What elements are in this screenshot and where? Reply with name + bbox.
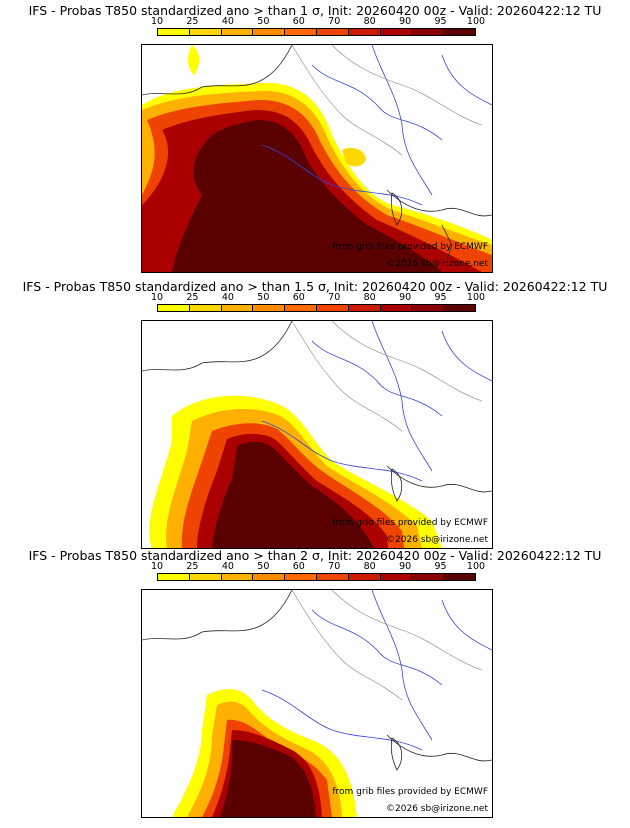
colorbar-swatch	[158, 574, 190, 580]
colorbar-tick-label: 40	[221, 16, 234, 27]
colorbar-swatch	[253, 574, 286, 580]
colorbar-tick-label: 95	[434, 292, 447, 303]
copyright-credit: ©2026 sb@irizone.net	[386, 804, 488, 814]
panel-title: IFS - Probas T850 standardized ano > tha…	[28, 548, 602, 563]
colorbar-tick-label: 70	[328, 561, 341, 572]
colorbar-swatch	[253, 29, 286, 35]
colorbar-tick-label: 80	[363, 561, 376, 572]
colorbar-swatch	[380, 305, 413, 311]
colorbar-tick-label: 10	[150, 561, 164, 572]
colorbar-tick-label: 10	[150, 16, 164, 27]
map-graphic	[142, 321, 492, 548]
colorbar-tick-label: 100	[466, 16, 486, 27]
colorbar-tick-label: 40	[221, 561, 234, 572]
colorbar-swatch	[316, 574, 349, 580]
colorbar-tick-label: 60	[292, 16, 305, 27]
colorbar-tick-label: 25	[186, 561, 199, 572]
colorbar-swatch	[221, 574, 254, 580]
colorbar-tick-label: 60	[292, 561, 305, 572]
panel-1: IFS - Probas T850 standardized ano > tha…	[0, 3, 630, 273]
colorbar-tick-label: 25	[186, 292, 199, 303]
panel-2: IFS - Probas T850 standardized ano > tha…	[0, 279, 630, 549]
colorbar-swatch	[412, 305, 445, 311]
copyright-credit: ©2026 sb@irizone.net	[386, 259, 488, 269]
colorbar-swatch	[348, 305, 381, 311]
colorbar-swatch	[189, 305, 222, 311]
colorbar-tick-label: 50	[257, 292, 270, 303]
map-graphic	[142, 45, 492, 272]
colorbar-tick-label: 40	[221, 292, 234, 303]
colorbar-tick-label: 100	[466, 292, 486, 303]
colorbar-tick-label: 70	[328, 292, 341, 303]
colorbar-swatch	[444, 574, 475, 580]
panel-title: IFS - Probas T850 standardized ano > tha…	[28, 3, 602, 18]
colorbar-swatch	[316, 29, 349, 35]
colorbar-tick-label: 70	[328, 16, 341, 27]
colorbar-swatch	[285, 29, 317, 35]
colorbar-tick-label: 80	[363, 292, 376, 303]
colorbar-tick-label: 90	[399, 16, 412, 27]
colorbar-swatch	[158, 29, 190, 35]
colorbar-swatch	[412, 29, 445, 35]
colorbar-swatch	[221, 29, 254, 35]
map-graphic	[142, 590, 492, 817]
colorbar-tick-label: 90	[399, 561, 412, 572]
probability-map: from grib files provided by ECMWF ©2026 …	[141, 44, 493, 273]
colorbar-swatch	[221, 305, 254, 311]
data-source-credit: from grib files provided by ECMWF	[332, 787, 488, 797]
colorbar-swatch	[444, 29, 475, 35]
colorbar-swatch	[316, 305, 349, 311]
probability-map: from grib files provided by ECMWF ©2026 …	[141, 320, 493, 549]
colorbar-tick-label: 100	[466, 561, 486, 572]
colorbar-swatch	[444, 305, 475, 311]
colorbar-tick-label: 95	[434, 561, 447, 572]
colorbar-tick-label: 60	[292, 292, 305, 303]
panel-3: IFS - Probas T850 standardized ano > tha…	[0, 548, 630, 818]
colorbar-swatch	[380, 574, 413, 580]
colorbar-ticks: 10 25 40 50 60 70 80 90 95 100	[151, 16, 485, 28]
colorbar-tick-label: 50	[257, 561, 270, 572]
colorbar	[157, 573, 476, 581]
colorbar-swatch	[348, 29, 381, 35]
colorbar	[157, 28, 476, 36]
data-source-credit: from grib files provided by ECMWF	[332, 518, 488, 528]
colorbar-swatch	[158, 305, 190, 311]
colorbar-tick-label: 90	[399, 292, 412, 303]
colorbar-swatch	[189, 574, 222, 580]
colorbar-swatch	[380, 29, 413, 35]
panel-title: IFS - Probas T850 standardized ano > tha…	[22, 279, 608, 294]
colorbar-tick-label: 80	[363, 16, 376, 27]
colorbar-ticks: 10 25 40 50 60 70 80 90 95 100	[151, 561, 485, 573]
colorbar-ticks: 10 25 40 50 60 70 80 90 95 100	[151, 292, 485, 304]
data-source-credit: from grib files provided by ECMWF	[332, 242, 488, 252]
colorbar-tick-label: 50	[257, 16, 270, 27]
colorbar-swatch	[412, 574, 445, 580]
colorbar-tick-label: 25	[186, 16, 199, 27]
colorbar-swatch	[189, 29, 222, 35]
probability-map: from grib files provided by ECMWF ©2026 …	[141, 589, 493, 818]
colorbar-tick-label: 10	[150, 292, 164, 303]
colorbar-tick-label: 95	[434, 16, 447, 27]
colorbar-swatch	[348, 574, 381, 580]
colorbar-swatch	[253, 305, 286, 311]
colorbar-swatch	[285, 574, 317, 580]
copyright-credit: ©2026 sb@irizone.net	[386, 535, 488, 545]
colorbar	[157, 304, 476, 312]
colorbar-swatch	[285, 305, 317, 311]
